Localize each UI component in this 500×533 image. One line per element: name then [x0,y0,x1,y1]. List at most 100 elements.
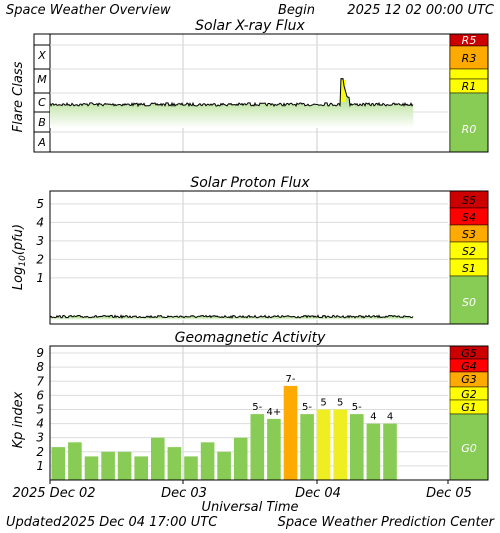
kp-y-tick-label: 2 [36,445,44,459]
r-scale-label: R5 [462,34,477,47]
s-scale-label: S3 [462,228,476,241]
kp-y-tick-label: 8 [36,360,44,374]
x-tick-label: Dec 03 [161,486,207,501]
proton-frame [49,190,489,325]
kp-bar [101,451,115,480]
kp-bar [184,456,198,480]
kp-bar-label: 5 [337,398,343,409]
class-label: M [37,73,47,86]
kp-y-tick-label: 4 [36,417,44,431]
kp-bar [267,418,281,480]
kp-bar [117,451,132,480]
s-scale-label: S0 [462,296,476,309]
xray-ylabel: Flare Class [11,61,26,132]
proton-ylabel-log: Log [11,267,26,290]
g-scale-label: G1 [461,401,477,414]
kp-bar-label: 4+ [267,407,282,418]
proton-y-tick-label: 3 [36,234,44,248]
kp-bar [217,451,231,480]
s-scale-label: S2 [462,245,476,258]
kp-bar [300,414,314,480]
g-scale-label: G2 [461,388,477,401]
r-scale-label: R3 [462,52,477,65]
prediction-center: Space Weather Prediction Center [278,515,496,530]
xray-flux-fill [50,78,414,128]
kp-y-tick-label: 3 [36,431,44,445]
kp-title: Geomagnetic Activity [175,330,326,346]
kp-bar [51,447,66,480]
proton-y-tick-label: 4 [36,215,44,229]
kp-bar [350,414,364,480]
g-scale-label: G4 [461,360,477,373]
s-scale-label: S1 [462,262,476,275]
g-scale-label: G0 [461,442,477,455]
s-scale-label: S5 [462,194,476,207]
kp-y-tick-label: 1 [36,459,44,473]
kp-bar [383,423,397,480]
proton-outer-border [49,190,489,325]
r-scale-cell [449,92,489,153]
flare-highlight [340,80,346,102]
x-tick-label: Dec 04 [295,486,341,501]
kp-bar [333,409,347,480]
proton-flux-line [49,314,414,319]
class-label: X [37,49,46,62]
kp-bar-label: 4 [387,412,393,423]
r-scale-cell [449,68,489,80]
g-scale-label: G5 [461,347,477,360]
proton-y-tick-label: 2 [36,252,44,266]
kp-bar [134,456,148,480]
kp-xlabel: Universal Time [201,500,298,515]
proton-ylabel: Log10(pfu) [11,224,28,290]
g-scale-label: G3 [461,373,477,386]
kp-bar [316,409,331,480]
r-scale-label: R1 [462,80,477,93]
kp-bar [200,442,215,480]
kp-bar-label: 4 [370,412,376,423]
class-label: A [37,136,46,149]
kp-ylabel: Kp index [11,391,26,448]
kp-bar [283,385,298,480]
kp-bar [233,437,248,480]
s-scale-label: S4 [462,211,476,224]
kp-bar-label: 5 [320,398,326,409]
kp-y-tick-label: 9 [36,346,44,360]
kp-bar [366,423,381,480]
updated-value: 2025 Dec 04 17:00 UTC [62,515,218,530]
kp-bar-label: 5- [352,402,362,413]
x-tick-label: Dec 05 [426,486,472,501]
kp-y-tick-label: 7 [36,374,44,388]
kp-bar [84,456,99,480]
kp-bar [250,414,265,480]
updated-label: Updated [6,515,62,530]
xray-title: Solar X-ray Flux [195,18,305,34]
xray-outer-border [33,33,489,153]
proton-title: Solar Proton Flux [190,175,310,191]
kp-bar [151,437,165,480]
begin-label: Begin [278,3,315,18]
kp-bar [68,442,82,480]
proton-panel: 5 4 3 2 1 S5 S4 S3 S2 S1 S0 [36,190,489,325]
kp-bar-label: 5- [302,402,312,413]
class-label: C [38,96,46,109]
begin-date: 2025 12 02 00:00 UTC [347,3,495,18]
proton-ylabel-unit: (pfu) [11,224,26,255]
kp-outer-border [49,345,489,481]
page-title: Space Weather Overview [6,3,171,18]
class-label: B [38,116,46,129]
proton-y-tick-label: 1 [36,271,44,285]
kp-y-tick-label: 6 [36,388,44,402]
xray-flux-line [49,78,414,108]
kp-y-tick-label: 5 [36,402,44,416]
s-scale-cell [449,275,489,325]
proton-y-tick-label: 5 [36,197,44,211]
kp-x-tick-labels: 2025 Dec 02 Dec 03 Dec 04 Dec 05 [12,486,471,501]
proton-ylabel-sub: 10 [18,255,28,267]
r-scale-label: R0 [462,123,477,136]
x-tick-label: 2025 Dec 02 [12,486,95,501]
kp-bar-label: 5- [252,402,262,413]
kp-bar-label: 7- [286,374,296,385]
